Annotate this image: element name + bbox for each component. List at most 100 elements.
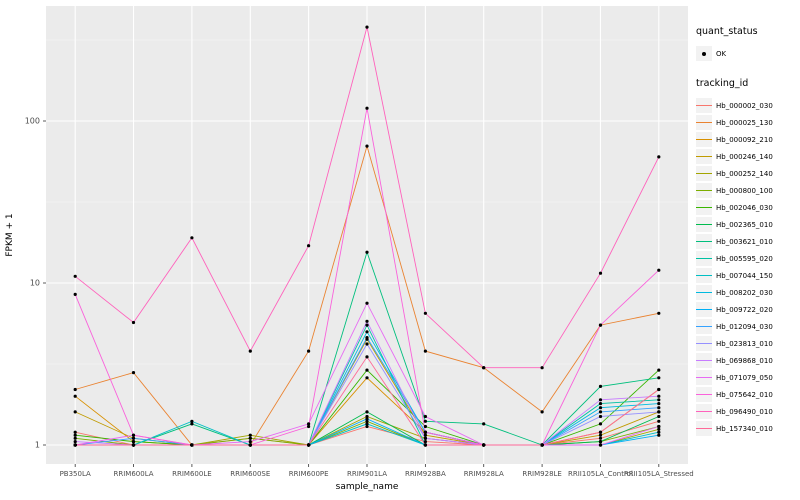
data-point <box>73 292 77 296</box>
data-point <box>657 433 661 437</box>
legend-item-ok: OK <box>696 45 800 62</box>
data-point <box>365 319 369 323</box>
legend-item-Hb_096490_010: Hb_096490_010 <box>696 403 800 420</box>
data-point <box>73 436 77 440</box>
data-point <box>657 427 661 431</box>
legend-label: Hb_002365_010 <box>716 220 773 229</box>
data-point <box>657 311 661 315</box>
data-point <box>657 394 661 398</box>
data-point <box>657 419 661 423</box>
legend-label: Hb_012094_030 <box>716 322 773 331</box>
legend-panel: quant_status OK tracking_id Hb_000002_03… <box>694 0 800 500</box>
data-point <box>598 440 603 444</box>
legend-key-swatch <box>696 132 712 147</box>
data-point <box>657 402 661 406</box>
series-color-line-icon <box>696 155 712 158</box>
legend-item-Hb_000252_140: Hb_000252_140 <box>696 165 800 182</box>
legend-label: Hb_096490_010 <box>716 407 773 416</box>
y-axis: 1 10 100 <box>25 117 46 450</box>
data-point <box>657 268 661 272</box>
series-color-line-icon <box>696 291 712 294</box>
data-point <box>365 250 369 254</box>
data-point <box>657 410 661 414</box>
legend-tracking-id: tracking_id Hb_000002_030 Hb_000025_130 Hb… <box>696 78 800 437</box>
series-color-line-icon <box>696 376 712 379</box>
series-color-line-icon <box>696 189 712 192</box>
legend-key-swatch <box>696 115 712 130</box>
data-point <box>540 410 544 414</box>
data-point <box>365 342 369 346</box>
line-chart: 1 10 100 FPKM + 1 PB350LA RRIM600LA RRIM600LE R… <box>5 6 694 492</box>
data-point <box>365 336 369 340</box>
data-point <box>307 422 311 426</box>
data-point <box>131 436 136 440</box>
legend-label: Hb_157340_010 <box>716 424 773 433</box>
data-point <box>131 443 136 447</box>
legend-key-swatch <box>696 353 712 368</box>
series-color-line-icon <box>696 104 712 107</box>
legend-key-swatch <box>696 268 712 283</box>
legend-quant-status: quant_status OK <box>696 26 800 62</box>
data-point <box>423 443 427 447</box>
svg-text:PB350LA: PB350LA <box>60 470 91 478</box>
legend-key-swatch <box>696 149 712 164</box>
svg-text:RRIM928BA: RRIM928BA <box>405 470 446 478</box>
data-point <box>73 433 77 437</box>
legend-title-tracking-id: tracking_id <box>696 78 749 89</box>
legend-item-Hb_071079_050: Hb_071079_050 <box>696 369 800 386</box>
legend-label: Hb_005595_020 <box>716 254 773 263</box>
data-point <box>365 301 369 305</box>
series-color-line-icon <box>696 172 712 175</box>
data-point <box>73 410 77 414</box>
data-point <box>365 355 369 359</box>
data-point <box>482 366 486 370</box>
legend-key-swatch <box>696 336 712 351</box>
series-color-line-icon <box>696 240 712 243</box>
series-color-line-icon <box>696 308 712 311</box>
data-point <box>190 443 194 447</box>
series-color-line-icon <box>696 274 712 277</box>
data-point <box>657 398 661 402</box>
legend-label: Hb_003621_010 <box>716 237 773 246</box>
series-color-line-icon <box>696 206 712 209</box>
data-point <box>365 422 369 426</box>
legend-key-swatch <box>696 251 712 266</box>
data-point <box>423 419 427 423</box>
data-point <box>73 274 77 278</box>
data-point <box>540 366 544 370</box>
svg-text:RRII105LA_Stressed: RRII105LA_Stressed <box>624 470 694 478</box>
legend-item-Hb_075642_010: Hb_075642_010 <box>696 386 800 403</box>
svg-text:RRIM928LA: RRIM928LA <box>464 470 504 478</box>
data-point <box>307 349 311 353</box>
data-point <box>598 406 603 410</box>
gridlines <box>46 6 688 464</box>
legend-item-Hb_069868_010: Hb_069868_010 <box>696 352 800 369</box>
legend-item-Hb_012094_030: Hb_012094_030 <box>696 318 800 335</box>
series-color-line-icon <box>696 121 712 124</box>
x-axis-title: sample_name <box>336 482 399 492</box>
svg-text:1: 1 <box>35 441 40 450</box>
data-point <box>598 422 603 426</box>
data-point <box>365 323 369 327</box>
data-points <box>73 25 661 447</box>
legend-key-ok <box>696 46 712 61</box>
legend-key-swatch <box>696 183 712 198</box>
data-point <box>657 155 661 159</box>
data-point <box>598 323 603 327</box>
series-color-line-icon <box>696 359 712 362</box>
data-point <box>365 417 369 421</box>
legend-label: Hb_009722_020 <box>716 305 773 314</box>
series-color-line-icon <box>696 257 712 260</box>
legend-key-swatch <box>696 166 712 181</box>
data-point <box>365 419 369 423</box>
legend-item-Hb_000246_140: Hb_000246_140 <box>696 148 800 165</box>
svg-text:10: 10 <box>30 279 40 288</box>
data-point <box>73 440 77 444</box>
data-point <box>598 433 603 437</box>
legend-label: Hb_000252_140 <box>716 169 773 178</box>
legend-item-Hb_008202_030: Hb_008202_030 <box>696 284 800 301</box>
legend-item-Hb_000092_210: Hb_000092_210 <box>696 131 800 148</box>
legend-label: Hb_000800_100 <box>716 186 773 195</box>
data-point <box>657 406 661 410</box>
